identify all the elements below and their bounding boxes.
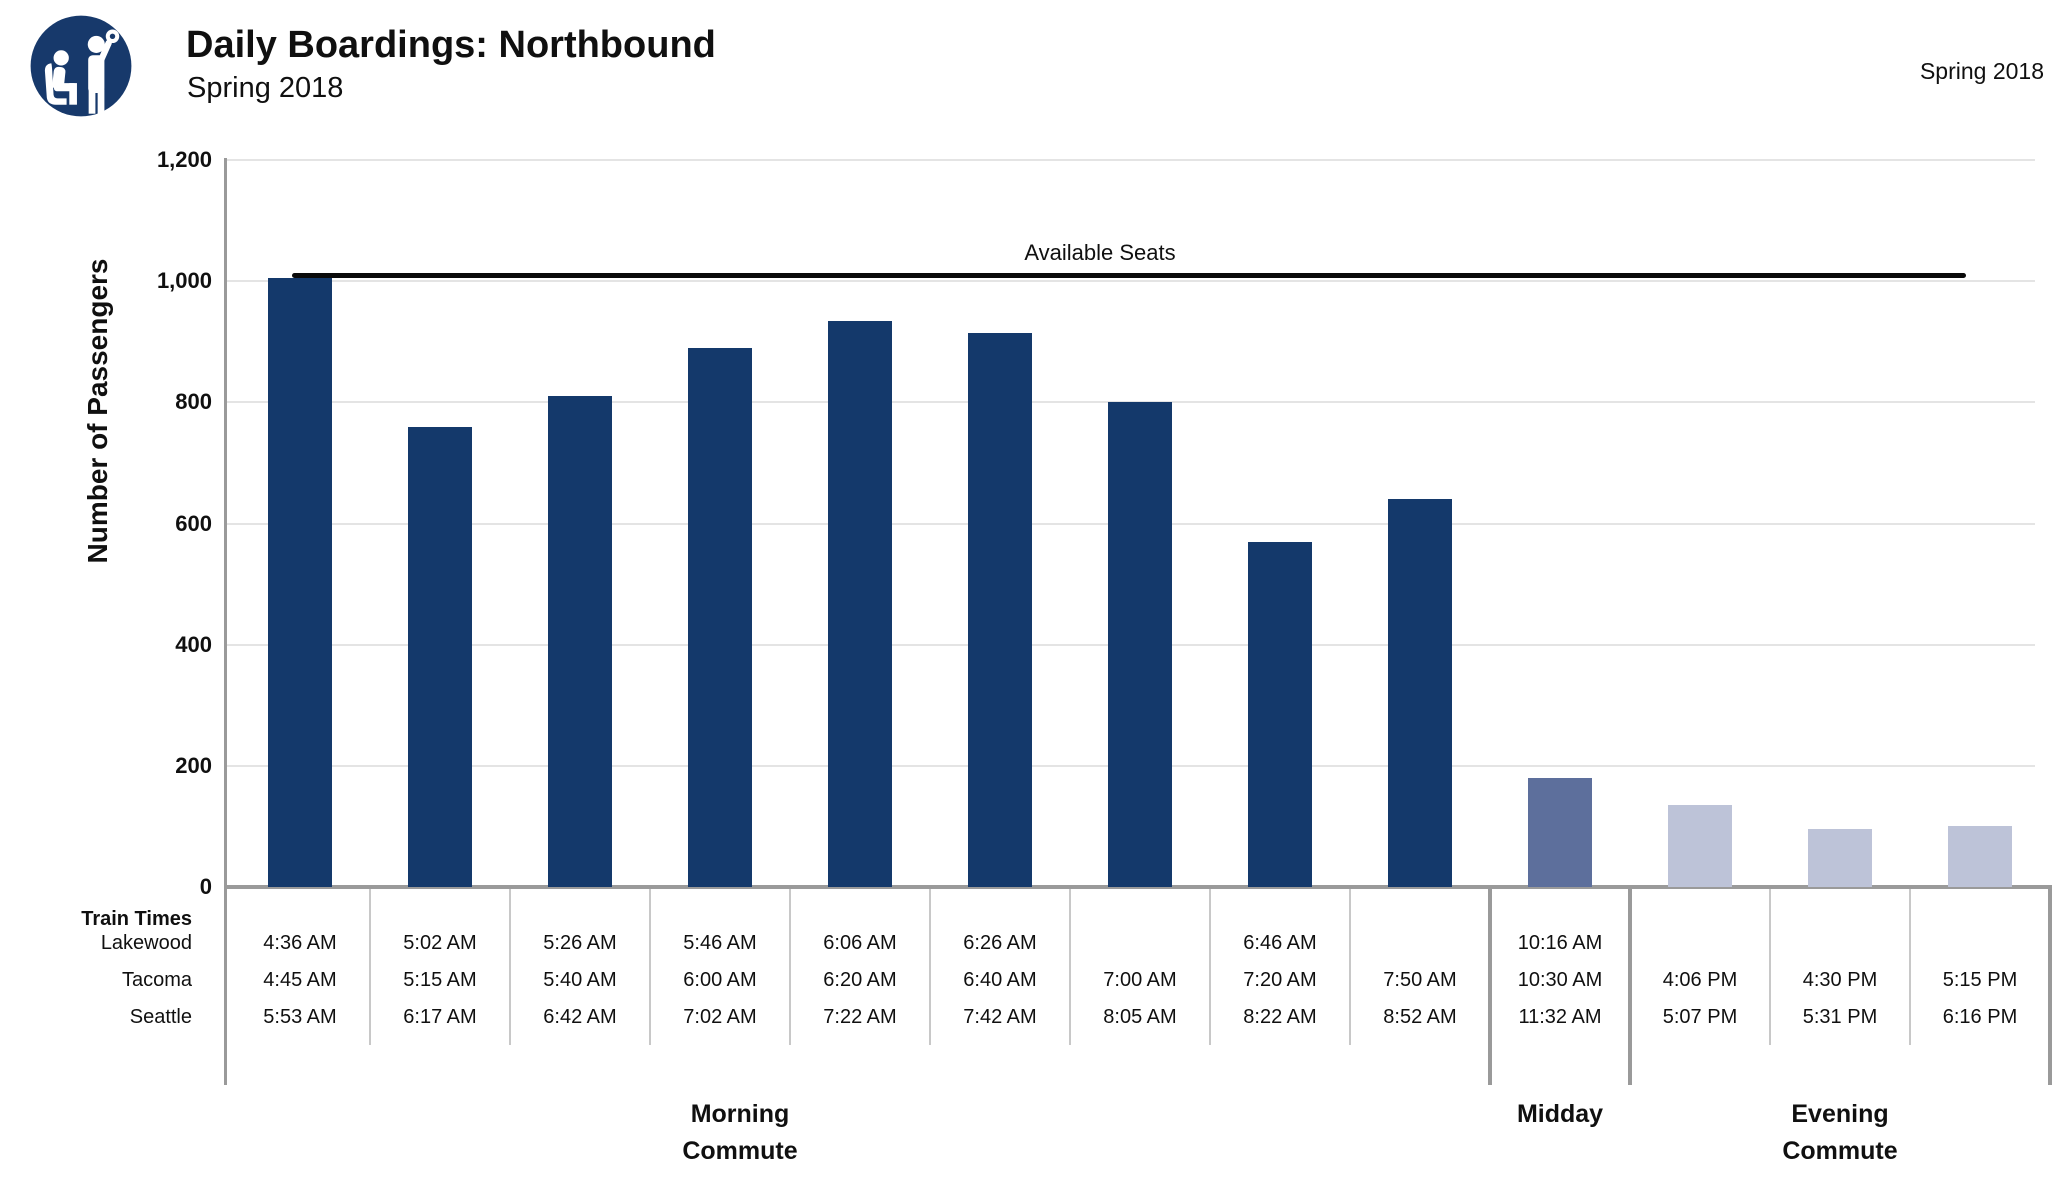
table-divider xyxy=(1628,889,1632,1085)
cell-tacoma-col4: 6:00 AM xyxy=(683,969,757,991)
bar-evening-5:15 PM xyxy=(1948,826,2012,887)
y-tick-0: 0 xyxy=(199,874,212,899)
transit-riders-icon xyxy=(30,15,132,117)
table-divider xyxy=(649,889,651,1045)
bar-morning-6:26 AM xyxy=(968,333,1032,887)
table-divider xyxy=(369,889,371,1045)
table-divider xyxy=(929,889,931,1045)
available-seats-label: Available Seats xyxy=(1024,240,1176,265)
cell-lakewood-col5: 6:06 AM xyxy=(823,932,897,954)
cell-seattle-col7: 8:05 AM xyxy=(1103,1006,1177,1028)
cell-seattle-col11: 5:07 PM xyxy=(1662,1006,1738,1028)
bar-morning-4:36 AM xyxy=(268,278,332,887)
table-divider xyxy=(1069,889,1071,1045)
cell-tacoma-col2: 5:15 AM xyxy=(403,969,477,991)
cell-seattle-col8: 8:22 AM xyxy=(1243,1006,1317,1028)
gridline-1,000 xyxy=(225,280,2035,283)
y-axis-line xyxy=(224,158,227,1085)
gridline-1,200 xyxy=(225,159,2035,161)
y-tick-1,200: 1,200 xyxy=(156,147,212,172)
table-divider xyxy=(1488,889,1492,1085)
bar-morning-6:46 AM xyxy=(1248,542,1312,887)
page-title: Daily Boardings: Northbound xyxy=(186,24,716,66)
cell-seattle-col9: 8:52 AM xyxy=(1383,1006,1457,1028)
table-divider xyxy=(1769,889,1771,1045)
page-subtitle: Spring 2018 xyxy=(187,72,344,104)
y-tick-1,000: 1,000 xyxy=(156,268,212,294)
cell-tacoma-col7: 7:00 AM xyxy=(1103,969,1177,991)
cell-tacoma-col13: 5:15 PM xyxy=(1942,969,2018,991)
cell-seattle-col5: 7:22 AM xyxy=(823,1006,897,1028)
y-tick-400: 400 xyxy=(175,631,212,657)
table-divider xyxy=(2048,889,2052,1085)
cell-tacoma-col9: 7:50 AM xyxy=(1383,969,1457,991)
row-label-tacoma: Tacoma xyxy=(121,969,192,991)
bar-morning-6:06 AM xyxy=(828,321,892,887)
cell-seattle-col4: 7:02 AM xyxy=(683,1006,757,1028)
table-divider xyxy=(509,889,511,1045)
bar-morning-5:02 AM xyxy=(408,427,472,887)
cell-tacoma-col6: 6:40 AM xyxy=(963,969,1037,991)
cell-tacoma-col11: 4:06 PM xyxy=(1662,969,1738,991)
bar-morning-5:46 AM xyxy=(688,348,752,887)
table-divider xyxy=(1909,889,1911,1045)
y-tick-200: 200 xyxy=(175,752,212,778)
bar-morning-7:00 AM xyxy=(1108,402,1172,887)
cell-lakewood-col3: 5:26 AM xyxy=(543,932,617,954)
bar-evening-4:30 PM xyxy=(1808,829,1872,887)
cell-lakewood-col6: 6:26 AM xyxy=(963,932,1037,954)
group-label-evening-commute: Evening Commute xyxy=(1782,1100,1898,1165)
cell-lakewood-col8: 6:46 AM xyxy=(1243,932,1317,954)
cell-seattle-col6: 7:42 AM xyxy=(963,1006,1037,1028)
y-tick-800: 800 xyxy=(175,389,212,415)
bar-evening-4:06 PM xyxy=(1668,805,1732,887)
corner-note: Spring 2018 xyxy=(1919,58,2044,84)
bar-morning-7:50 AM xyxy=(1388,499,1452,887)
bar-morning-5:26 AM xyxy=(548,396,612,887)
cell-tacoma-col12: 4:30 PM xyxy=(1802,969,1878,991)
cell-seattle-col2: 6:17 AM xyxy=(403,1006,477,1028)
group-label-morning-commute: Morning Commute xyxy=(682,1100,798,1165)
cell-lakewood-col2: 5:02 AM xyxy=(403,932,477,954)
group-label-midday: Midday xyxy=(1516,1100,1604,1128)
y-axis-title: Number of Passengers xyxy=(82,258,113,564)
cell-lakewood-col1: 4:36 AM xyxy=(263,932,337,954)
cell-seattle-col3: 6:42 AM xyxy=(543,1006,617,1028)
cell-tacoma-col10: 10:30 AM xyxy=(1517,969,1603,991)
table-divider xyxy=(1209,889,1211,1045)
cell-seattle-col13: 6:16 PM xyxy=(1942,1006,2018,1028)
bar-midday-10:16 AM xyxy=(1528,778,1592,887)
cell-tacoma-col8: 7:20 AM xyxy=(1243,969,1317,991)
cell-lakewood-col10: 10:16 AM xyxy=(1517,932,1603,954)
train-times-header: Train Times xyxy=(81,908,192,930)
cell-tacoma-col1: 4:45 AM xyxy=(263,969,337,991)
table-divider xyxy=(1349,889,1351,1045)
row-label-lakewood: Lakewood xyxy=(100,932,192,954)
y-tick-600: 600 xyxy=(175,510,212,536)
x-axis-baseline xyxy=(225,885,2052,889)
cell-tacoma-col5: 6:20 AM xyxy=(823,969,897,991)
available-seats-line xyxy=(292,273,1966,278)
row-label-seattle: Seattle xyxy=(129,1006,192,1028)
table-divider xyxy=(789,889,791,1045)
cell-seattle-col1: 5:53 AM xyxy=(263,1006,337,1028)
cell-seattle-col10: 11:32 AM xyxy=(1518,1006,1602,1028)
cell-seattle-col12: 5:31 PM xyxy=(1802,1006,1878,1028)
cell-lakewood-col4: 5:46 AM xyxy=(683,932,757,954)
cell-tacoma-col3: 5:40 AM xyxy=(543,969,617,991)
